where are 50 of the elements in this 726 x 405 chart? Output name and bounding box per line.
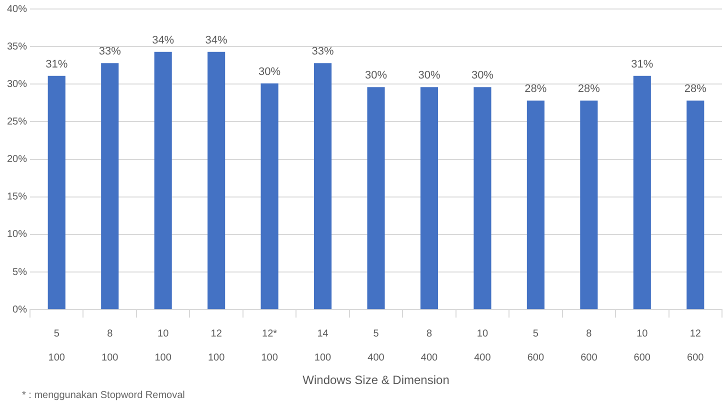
bar bbox=[260, 83, 278, 310]
data-label: 28% bbox=[578, 83, 600, 96]
category-label: 10 400 bbox=[474, 328, 491, 364]
data-label: 33% bbox=[312, 46, 334, 58]
data-label: 31% bbox=[46, 58, 68, 70]
y-tick-label: 5% bbox=[12, 266, 28, 278]
x-axis-title: Windows Size & Dimension bbox=[302, 373, 450, 388]
bar bbox=[420, 87, 438, 310]
y-tick-label: 10% bbox=[7, 229, 28, 240]
y-tick-label: 30% bbox=[7, 78, 28, 90]
y-tick-label: 15% bbox=[7, 192, 28, 203]
data-label: 30% bbox=[258, 66, 281, 78]
category-label: 10 600 bbox=[634, 328, 650, 364]
text: * : menggunakan Stopword Removal bbox=[22, 390, 185, 401]
bar bbox=[580, 100, 598, 310]
data-label: 28% bbox=[524, 83, 547, 96]
category-label: 10 100 bbox=[154, 328, 172, 364]
data-label: 30% bbox=[418, 70, 440, 82]
y-tick-label: 25% bbox=[7, 116, 28, 128]
data-label: 33% bbox=[98, 46, 122, 58]
bar bbox=[101, 63, 119, 310]
data-label: 30% bbox=[471, 70, 494, 82]
category-label: 5 400 bbox=[368, 328, 384, 364]
data-label: 30% bbox=[364, 70, 388, 82]
bar bbox=[154, 52, 172, 310]
category-label: 12 100 bbox=[208, 328, 225, 364]
y-tick-label: 20% bbox=[7, 154, 28, 166]
bar bbox=[474, 87, 492, 310]
category-label: 8 400 bbox=[420, 328, 438, 364]
category-label: 5 600 bbox=[527, 328, 544, 364]
category-label: 8 100 bbox=[102, 328, 118, 364]
bar bbox=[367, 87, 385, 310]
category-label: 8 600 bbox=[580, 328, 598, 364]
y-tick-label: 35% bbox=[7, 41, 28, 52]
bar bbox=[48, 76, 66, 310]
bar bbox=[526, 100, 544, 310]
y-tick-label: 0% bbox=[12, 304, 28, 316]
bar bbox=[633, 76, 651, 310]
category-label: 12* 100 bbox=[261, 328, 278, 364]
y-tick-label: 40% bbox=[7, 4, 28, 15]
bar bbox=[314, 63, 332, 310]
data-label: 34% bbox=[152, 34, 174, 46]
category-label: 12 600 bbox=[687, 328, 704, 364]
data-label: 28% bbox=[684, 83, 707, 96]
category-label: 5 100 bbox=[48, 328, 65, 364]
data-label: 31% bbox=[631, 58, 654, 70]
bar bbox=[686, 100, 704, 310]
data-label: 34% bbox=[205, 34, 228, 46]
bar bbox=[208, 52, 226, 310]
category-label: 14 100 bbox=[314, 328, 332, 364]
